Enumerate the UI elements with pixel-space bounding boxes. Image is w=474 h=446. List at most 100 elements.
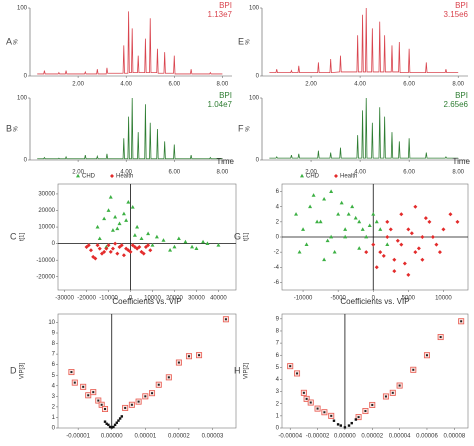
marker-square xyxy=(339,424,343,427)
marker-box xyxy=(314,405,321,412)
marker-diamond xyxy=(441,227,446,232)
box-core xyxy=(224,318,227,321)
series-name: BPI xyxy=(455,91,468,100)
y-tick-label: 9 xyxy=(276,316,280,322)
y-tick-label: -4 xyxy=(274,265,280,271)
marker-triangle xyxy=(343,234,348,239)
marker-box xyxy=(175,359,182,366)
x-tick-label: 10000 xyxy=(144,296,161,302)
x-tick-label: 40000 xyxy=(210,296,227,302)
marker-diamond xyxy=(413,204,418,209)
marker-triangle xyxy=(357,219,362,224)
marker-triangle xyxy=(346,212,351,216)
marker-box xyxy=(362,408,369,415)
y-tick-label: 0 xyxy=(52,241,56,247)
y-tick-label: 0 xyxy=(276,235,280,241)
box-core xyxy=(92,391,95,394)
box-core xyxy=(70,371,73,374)
marker-square xyxy=(350,421,353,425)
box-core xyxy=(100,403,103,406)
marker-box xyxy=(68,369,75,376)
marker-box xyxy=(98,401,105,408)
marker-diamond xyxy=(334,174,338,178)
marker-box xyxy=(328,412,335,419)
marker-triangle xyxy=(308,204,313,209)
x-tick-label: -0.00004 xyxy=(278,434,302,440)
panel-letter: G xyxy=(234,231,241,241)
marker-box xyxy=(389,389,396,396)
marker-triangle xyxy=(350,204,355,209)
marker-triangle xyxy=(132,233,137,237)
marker-diamond xyxy=(113,241,118,246)
y-axis-label: t[1] xyxy=(20,233,26,242)
marker-box xyxy=(410,366,417,373)
marker-diamond xyxy=(141,251,146,256)
marker-triangle xyxy=(300,173,304,178)
y-tick-label: 30000 xyxy=(38,192,55,198)
marker-box xyxy=(369,401,376,408)
marker-square xyxy=(117,419,120,422)
marker-diamond xyxy=(430,235,435,239)
marker-diamond xyxy=(399,242,404,247)
marker-diamond xyxy=(108,249,113,254)
marker-square xyxy=(112,425,115,429)
marker-triangle xyxy=(315,219,320,224)
x-tick-label: 6.00 xyxy=(403,170,415,176)
marker-square xyxy=(118,417,122,420)
y-tick-label: 9 xyxy=(52,331,56,337)
x-tick-label: 0.00004 xyxy=(389,434,411,440)
box-core xyxy=(371,403,374,406)
marker-box xyxy=(165,374,172,381)
marker-triangle xyxy=(154,234,159,239)
marker-diamond xyxy=(381,253,386,258)
series-name: BPI xyxy=(455,1,468,10)
x-tick-label: 0.00000 xyxy=(101,434,123,440)
marker-diamond xyxy=(119,243,124,248)
marker-box xyxy=(185,353,192,360)
x-tick-label: 5000 xyxy=(402,296,416,302)
marker-triangle xyxy=(117,221,122,226)
marker-square xyxy=(107,423,110,427)
y-tick-label: 1 xyxy=(276,413,280,419)
panel-letter: C xyxy=(10,231,17,241)
marker-box xyxy=(71,379,78,386)
marker-box xyxy=(437,334,444,341)
marker-triangle xyxy=(106,208,111,212)
box-core xyxy=(104,408,107,410)
marker-diamond xyxy=(388,227,393,232)
chart-title: Coefficients vs. VIP xyxy=(112,297,181,306)
x-tick-label: 0.00002 xyxy=(361,434,383,440)
box-core xyxy=(364,410,367,413)
box-core xyxy=(87,394,90,397)
box-core xyxy=(82,385,85,388)
marker-triangle xyxy=(385,242,390,246)
x-tick-label: 20000 xyxy=(166,296,183,302)
marker-triangle xyxy=(329,234,334,239)
marker-triangle xyxy=(371,212,376,216)
box-core xyxy=(97,399,100,402)
x-tick-label: -0.00001 xyxy=(66,434,90,440)
x-tick-label: -10000 xyxy=(294,296,313,302)
marker-diamond xyxy=(104,246,109,251)
marker-box xyxy=(423,352,430,359)
x-tick-label: 8.00 xyxy=(217,170,229,176)
y-axis-label: VIP[2] xyxy=(244,362,250,379)
marker-diamond xyxy=(128,249,133,254)
panel-letter: A xyxy=(6,36,12,46)
marker-box xyxy=(222,316,229,323)
marker-box xyxy=(294,370,301,377)
chromatogram-line xyxy=(37,97,223,160)
y-tick-label: -6 xyxy=(274,280,280,286)
marker-square xyxy=(110,426,113,429)
y-tick-label: 0 xyxy=(256,74,260,80)
marker-triangle xyxy=(150,243,155,247)
marker-triangle xyxy=(201,239,206,244)
intensity: 1.13e7 xyxy=(208,10,233,19)
marker-triangle xyxy=(336,212,341,216)
box-core xyxy=(130,403,133,406)
box-core xyxy=(460,320,463,323)
marker-diamond xyxy=(395,238,400,243)
box-core xyxy=(425,354,428,357)
marker-diamond xyxy=(385,219,390,224)
marker-triangle xyxy=(357,246,362,250)
